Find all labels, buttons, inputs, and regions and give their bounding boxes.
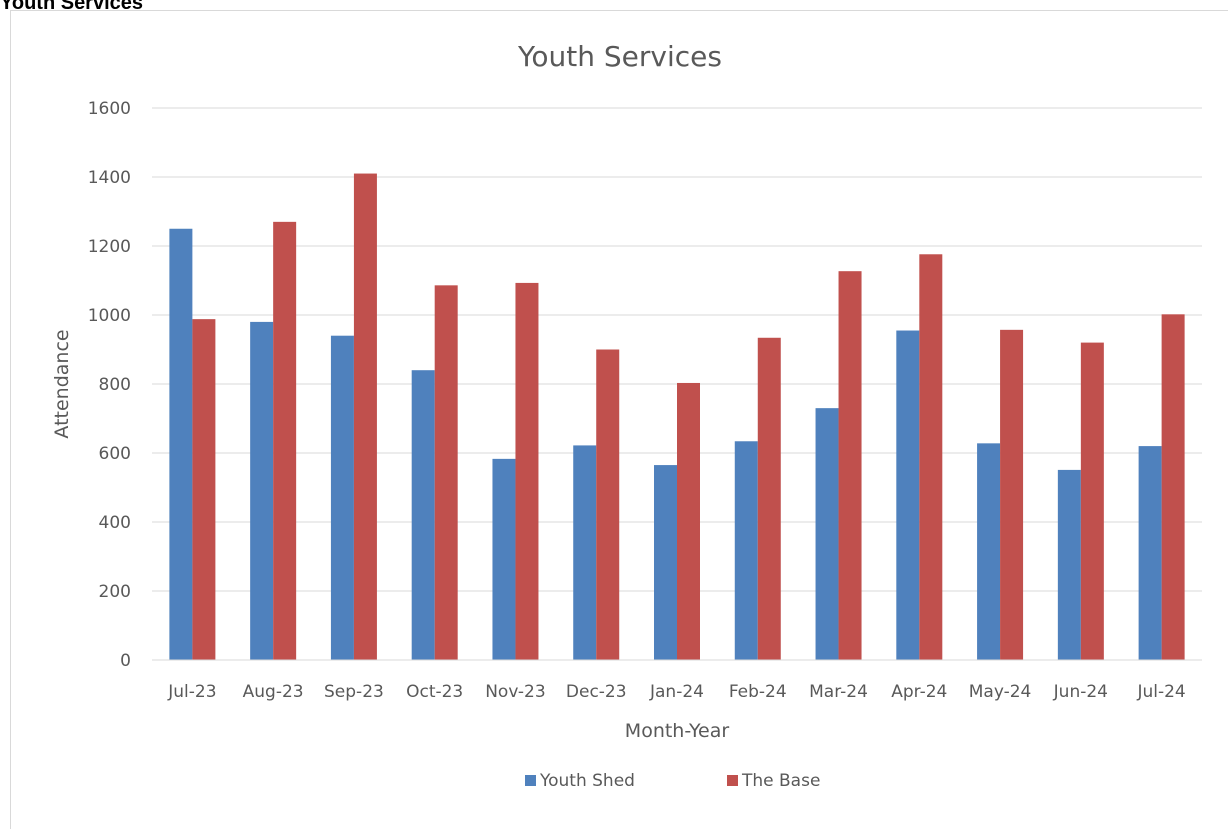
y-tick-label: 400 — [99, 513, 131, 533]
x-tick-label: Nov-23 — [485, 682, 546, 702]
x-tick-label: Jan-24 — [649, 682, 704, 702]
y-tick-label: 800 — [99, 375, 131, 395]
x-tick-label: Apr-24 — [891, 682, 947, 702]
x-tick-label: Jun-24 — [1053, 682, 1108, 702]
bar-the-base — [353, 173, 377, 661]
bars — [169, 173, 1185, 661]
bar-the-base — [1080, 342, 1104, 660]
x-axis-title: Month-Year — [625, 720, 730, 742]
chart-title: Youth Services — [517, 40, 722, 73]
legend: Youth Shed The Base — [525, 771, 820, 791]
bar-youth-shed — [815, 408, 839, 660]
bar-youth-shed — [330, 335, 354, 660]
bar-youth-shed — [654, 465, 677, 660]
bar-the-base — [515, 282, 539, 660]
y-tick-label: 1200 — [88, 237, 131, 257]
bar-youth-shed — [573, 445, 597, 660]
bar-the-base — [757, 337, 781, 660]
x-tick-labels: Jul-23 Aug-23 Sep-23 Oct-23 Nov-23 Dec-23 Jan-… — [167, 682, 1186, 702]
y-tick-label: 1600 — [88, 99, 131, 119]
x-tick-label: May-24 — [969, 682, 1032, 702]
y-tick-label: 0 — [120, 651, 131, 671]
y-tick-label: 600 — [99, 444, 131, 464]
bar-the-base — [919, 254, 943, 660]
y-tick-label: 200 — [99, 582, 131, 602]
x-tick-label: Oct-23 — [406, 682, 463, 702]
legend-label: The Base — [741, 771, 820, 791]
bar-youth-shed — [896, 330, 920, 660]
bar-the-base — [192, 319, 216, 660]
y-axis-title: Attendance — [51, 329, 73, 438]
bar-the-base — [596, 349, 620, 660]
bar-youth-shed — [1057, 469, 1081, 660]
bar-youth-shed — [734, 441, 758, 660]
bar-the-base — [434, 285, 458, 660]
x-tick-label: Jul-24 — [1136, 682, 1185, 702]
bar-the-base — [273, 221, 297, 660]
chart-frame — [10, 10, 1228, 829]
y-tick-label: 1400 — [88, 168, 131, 188]
x-tick-label: Feb-24 — [729, 682, 787, 702]
bar-youth-shed — [411, 370, 435, 660]
legend-swatch — [525, 775, 536, 786]
y-tick-label: 1000 — [88, 306, 131, 326]
y-tick-labels: 0 200 400 600 800 1000 1200 1400 1600 — [88, 99, 131, 671]
x-tick-label: Aug-23 — [243, 682, 304, 702]
bar-the-base — [838, 271, 862, 660]
bar-youth-shed — [169, 228, 193, 660]
bar-the-base — [1161, 314, 1185, 660]
x-tick-label: Jul-23 — [167, 682, 216, 702]
bar-youth-shed — [492, 458, 516, 660]
legend-label: Youth Shed — [539, 771, 635, 791]
bar-youth-shed — [977, 443, 1001, 660]
bar-the-base — [677, 382, 700, 660]
x-tick-label: Dec-23 — [566, 682, 627, 702]
x-tick-label: Sep-23 — [324, 682, 384, 702]
x-tick-label: Mar-24 — [809, 682, 868, 702]
bar-youth-shed — [1138, 446, 1162, 660]
bar-the-base — [1000, 329, 1024, 660]
legend-swatch — [727, 775, 738, 786]
bar-youth-shed — [250, 321, 274, 660]
gridlines — [152, 107, 1202, 592]
